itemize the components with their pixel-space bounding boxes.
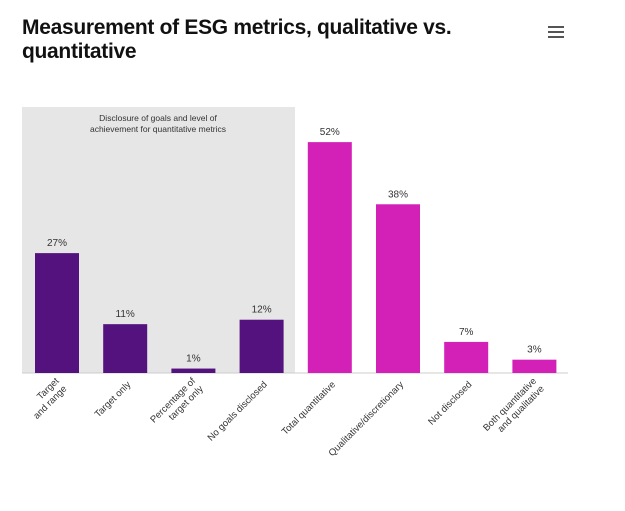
data-label: 38% xyxy=(388,189,408,200)
category-label: Both quantitativeand qualitative xyxy=(481,376,547,442)
category-label: Not disclosed xyxy=(426,379,474,427)
data-label: 7% xyxy=(459,327,474,338)
bar xyxy=(239,319,284,373)
panel-label: Disclosure of goals and level of xyxy=(99,113,217,123)
bar xyxy=(35,253,79,373)
data-label: 3% xyxy=(527,345,542,356)
category-label: Target only xyxy=(93,379,134,420)
bar xyxy=(171,368,216,373)
data-label: 27% xyxy=(47,238,67,249)
bar xyxy=(376,204,420,373)
data-label: 1% xyxy=(186,354,201,365)
chart-title: Measurement of ESG metrics, qualitative … xyxy=(22,16,452,63)
data-label: 12% xyxy=(252,305,272,316)
hamburger-menu-icon[interactable] xyxy=(548,26,564,41)
data-label: 11% xyxy=(116,309,135,320)
bar xyxy=(444,341,489,373)
category-label: No goals disclosed xyxy=(206,379,270,443)
category-label: Total quantitative xyxy=(280,379,338,437)
category-label: Targetand range xyxy=(24,376,70,422)
bar xyxy=(512,359,557,373)
category-label: Qualitative/discretionary xyxy=(327,379,407,459)
bar xyxy=(103,324,148,373)
category-label: Percentage oftarget only xyxy=(148,376,206,434)
panel-label: achievement for quantitative metrics xyxy=(90,124,226,134)
bar xyxy=(307,142,352,373)
data-label: 52% xyxy=(320,127,340,138)
